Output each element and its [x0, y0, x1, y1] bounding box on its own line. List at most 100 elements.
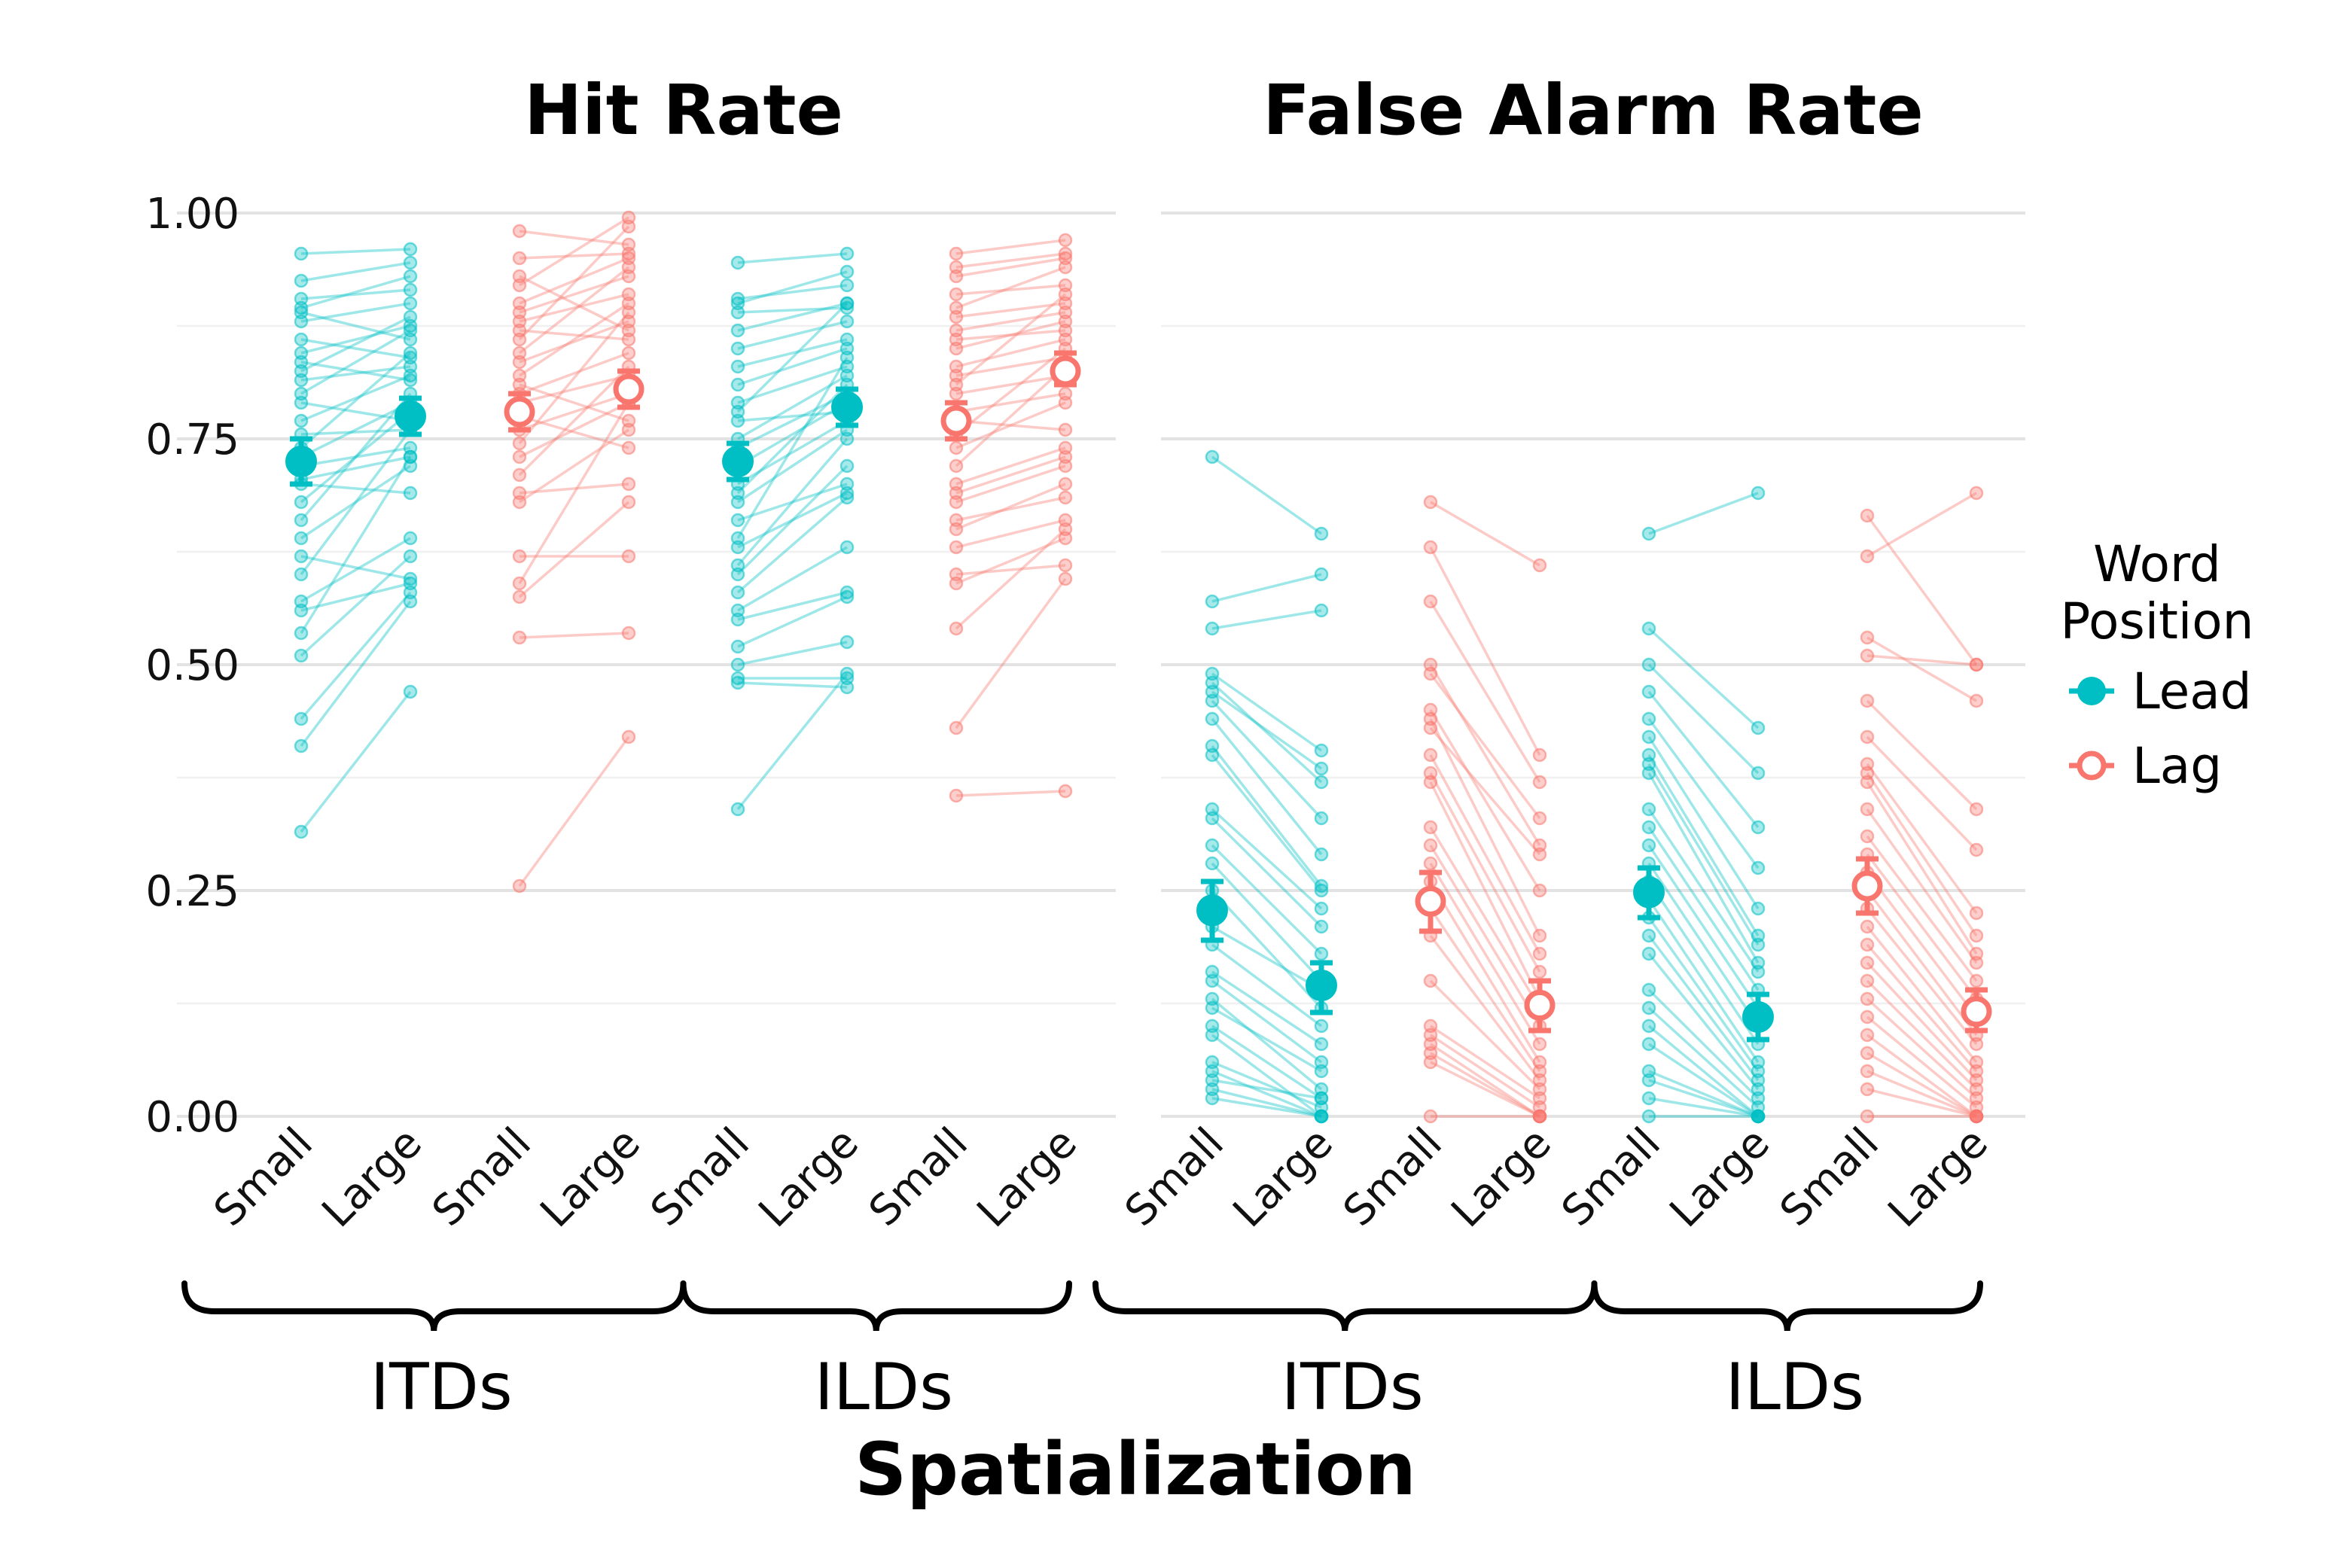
subject-point — [403, 309, 418, 324]
subject-point — [1423, 666, 1438, 681]
subject-line — [1211, 1079, 1322, 1100]
subject-line — [955, 252, 1066, 269]
subject-line — [1647, 808, 1760, 973]
subject-line — [1866, 492, 1977, 558]
y-tick-label: 1.00 — [145, 190, 239, 239]
subject-point — [1641, 526, 1656, 541]
subject-point — [621, 549, 636, 564]
subject-point — [403, 594, 418, 609]
subject-line — [300, 338, 411, 359]
subject-line — [1866, 979, 1978, 1091]
subject-point — [294, 495, 309, 510]
subject-point — [1751, 486, 1766, 501]
subject-point — [949, 576, 964, 591]
subject-line — [1866, 943, 1978, 1073]
subject-line — [955, 239, 1066, 255]
subject-point — [839, 490, 855, 505]
subject-line — [1429, 718, 1541, 936]
mean-marker-lead — [1633, 876, 1665, 909]
subject-line — [737, 492, 848, 549]
x-tick-label: Large — [1224, 1119, 1342, 1237]
x-tick-label: Large — [1443, 1119, 1561, 1237]
subject-point — [1969, 973, 1984, 988]
subject-points — [294, 210, 1984, 1124]
subject-line — [1430, 1025, 1540, 1100]
subject-point — [1205, 1028, 1220, 1043]
x-tick-label: Small — [1334, 1119, 1452, 1236]
subject-point — [512, 549, 527, 564]
subject-point — [839, 666, 855, 681]
subject-point — [1314, 883, 1329, 898]
subject-point — [294, 332, 309, 347]
subject-point — [949, 246, 964, 261]
subject-point — [730, 612, 745, 627]
subject-line — [519, 275, 629, 332]
subject-point — [512, 436, 527, 451]
subject-line — [737, 284, 848, 300]
subject-point — [1969, 1109, 1984, 1124]
subject-point — [1205, 1091, 1220, 1106]
subject-line — [518, 311, 630, 445]
subject-line — [300, 446, 411, 467]
subject-line — [300, 690, 412, 833]
subject-lines — [300, 216, 1978, 1118]
subject-point — [1314, 811, 1329, 826]
subject-line — [519, 230, 629, 246]
subject-point — [949, 621, 964, 636]
x-tick-label: Large — [750, 1119, 868, 1237]
subject-line — [519, 293, 629, 323]
subject-line — [1211, 1006, 1322, 1073]
subject-point — [1314, 775, 1329, 790]
subject-line — [1429, 979, 1541, 1091]
subject-point — [949, 309, 964, 324]
subject-point — [1860, 508, 1875, 523]
subject-line — [737, 320, 848, 350]
subject-point — [1969, 802, 1984, 817]
subject-line — [300, 352, 412, 449]
mean-marker-lead — [831, 391, 863, 423]
subject-line — [955, 419, 1066, 431]
subject-point — [1205, 856, 1220, 871]
legend-item-lag: Lag — [2069, 737, 2222, 795]
subject-point — [730, 540, 745, 555]
subject-line — [1211, 1061, 1322, 1109]
subject-point — [1641, 621, 1656, 636]
subject-point — [1423, 540, 1438, 555]
subject-point — [1058, 395, 1073, 410]
subject-point — [294, 626, 309, 641]
subject-line — [955, 356, 1066, 377]
subject-line — [1647, 663, 1760, 775]
subject-point — [1969, 928, 1984, 943]
subject-point — [1058, 422, 1073, 437]
subject-point — [949, 341, 964, 356]
subject-line — [955, 483, 1066, 531]
subject-point — [1205, 838, 1220, 853]
subject-point — [1641, 820, 1656, 835]
subject-line — [1866, 961, 1978, 1082]
subject-line — [1211, 1070, 1322, 1118]
subject-point — [1314, 743, 1329, 758]
subject-line — [1429, 934, 1541, 1082]
subject-line — [1211, 690, 1323, 770]
subject-line — [1211, 609, 1322, 630]
subject-line — [519, 374, 629, 404]
x-tick-label: Large — [313, 1119, 431, 1237]
subject-point — [1423, 820, 1438, 835]
subject-line — [955, 338, 1066, 368]
subject-point — [730, 341, 745, 356]
subject-point — [1860, 919, 1875, 934]
subject-line — [519, 320, 629, 364]
subject-line — [300, 361, 411, 382]
subject-point — [294, 413, 309, 428]
subject-point — [1532, 946, 1547, 961]
subject-point — [294, 373, 309, 388]
subject-line — [1211, 573, 1322, 603]
subject-point — [1641, 766, 1656, 781]
mean-marker-lead — [285, 446, 317, 477]
subject-point — [1751, 964, 1766, 979]
subject-line — [1429, 754, 1541, 955]
x-tick-label: Small — [860, 1119, 977, 1236]
x-axis-title: Spatialization — [855, 1427, 1416, 1512]
subject-point — [294, 567, 309, 582]
subject-point — [1641, 802, 1656, 817]
